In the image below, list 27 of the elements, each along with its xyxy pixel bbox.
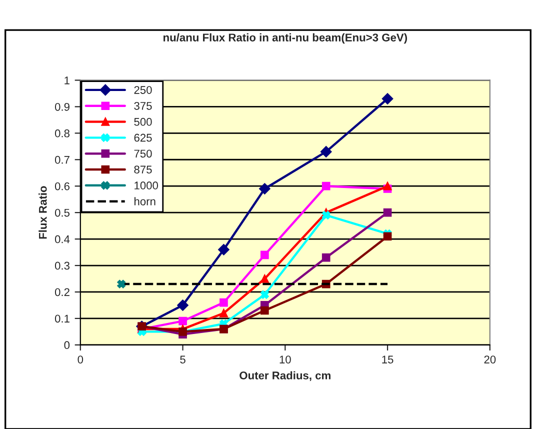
legend-label: 250 [134, 86, 152, 94]
y-tick-label: 0 [64, 341, 70, 350]
x-axis-title: Outer Radius, cm [240, 371, 330, 382]
legend-label: 625 [134, 134, 152, 142]
y-tick-label: 0.7 [54, 156, 70, 164]
x-tick-label: 5 [180, 356, 186, 364]
y-axis-title: Flux Ratio [38, 186, 47, 239]
y-tick-label: 0.6 [54, 182, 70, 190]
y-tick-label: 0.5 [54, 208, 70, 217]
legend-label: 500 [134, 118, 152, 126]
legend-label: 875 [134, 166, 152, 174]
x-tick-label: 20 [484, 356, 496, 364]
y-tick-label: 0.2 [54, 288, 70, 296]
y-tick-label: 0.9 [54, 102, 70, 111]
y-tick-label: 0.4 [54, 235, 70, 244]
legend-label: 750 [134, 150, 152, 158]
y-tick-label: 0.8 [54, 129, 70, 138]
x-tick-label: 15 [382, 356, 394, 364]
y-tick-label: 0.3 [54, 262, 70, 270]
x-tick-label: 10 [280, 356, 291, 364]
y-tick-label: 1 [64, 76, 70, 84]
chart-title: nu/anu Flux Ratio in anti-nu beam(Enu>3 GeV) [164, 33, 407, 44]
legend-label: 375 [134, 102, 152, 110]
legend-label: horn [134, 197, 156, 206]
legend-label: 1000 [134, 182, 158, 190]
y-tick-label: 0.1 [54, 314, 70, 323]
x-tick-label: 0 [78, 356, 84, 364]
